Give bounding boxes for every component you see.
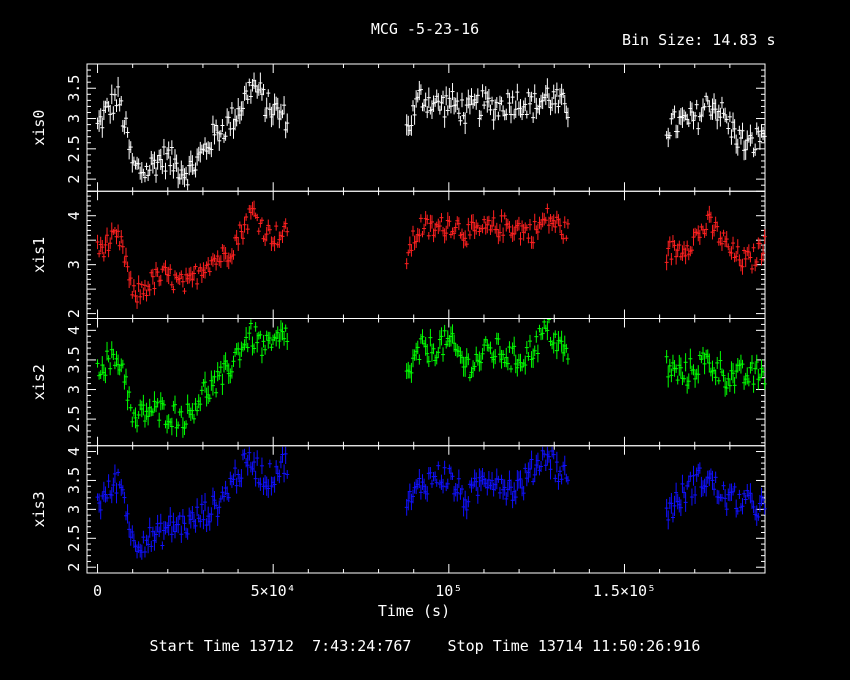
y-tick-label-xis3: 3 xyxy=(65,505,83,514)
chart-title: MCG -5-23-16 xyxy=(370,20,480,38)
y-axis-label-xis2: xis2 xyxy=(30,364,48,400)
y-tick-label-xis2: 3.5 xyxy=(65,346,83,373)
y-tick-label-xis3: 2.5 xyxy=(65,525,83,552)
time-range-footer: Start Time 13712 7:43:24:767 Stop Time 1… xyxy=(149,637,701,655)
x-tick-label: 0 xyxy=(93,582,102,600)
x-tick-label: 1.5×10⁵ xyxy=(593,582,656,600)
y-axis-label-xis3: xis3 xyxy=(30,491,48,527)
y-tick-label-xis0: 3 xyxy=(65,114,83,123)
y-tick-label-xis3: 4 xyxy=(65,447,83,456)
y-tick-label-xis0: 2 xyxy=(65,175,83,184)
bin-size-label: Bin Size: 14.83 s xyxy=(622,31,776,49)
y-tick-label-xis3: 2 xyxy=(65,563,83,572)
y-axis-label-xis0: xis0 xyxy=(30,110,48,146)
y-tick-label-xis3: 3.5 xyxy=(65,467,83,494)
y-tick-label-xis0: 2.5 xyxy=(65,135,83,162)
panel-frame-xis1 xyxy=(86,190,766,319)
x-tick-label: 5×10⁴ xyxy=(251,582,296,600)
y-axis-label-xis1: xis1 xyxy=(30,237,48,273)
y-tick-label-xis2: 3 xyxy=(65,385,83,394)
y-tick-label-xis1: 4 xyxy=(65,211,83,220)
x-tick-label: 10⁵ xyxy=(435,582,462,600)
y-tick-label-xis1: 2 xyxy=(65,309,83,318)
panel-frame-xis0 xyxy=(86,63,766,192)
y-tick-label-xis1: 3 xyxy=(65,260,83,269)
panel-frame-xis3 xyxy=(86,445,766,574)
y-tick-label-xis0: 3.5 xyxy=(65,75,83,102)
y-tick-label-xis2: 4 xyxy=(65,326,83,335)
x-axis-label: Time (s) xyxy=(378,602,450,620)
y-tick-label-xis2: 2.5 xyxy=(65,406,83,433)
